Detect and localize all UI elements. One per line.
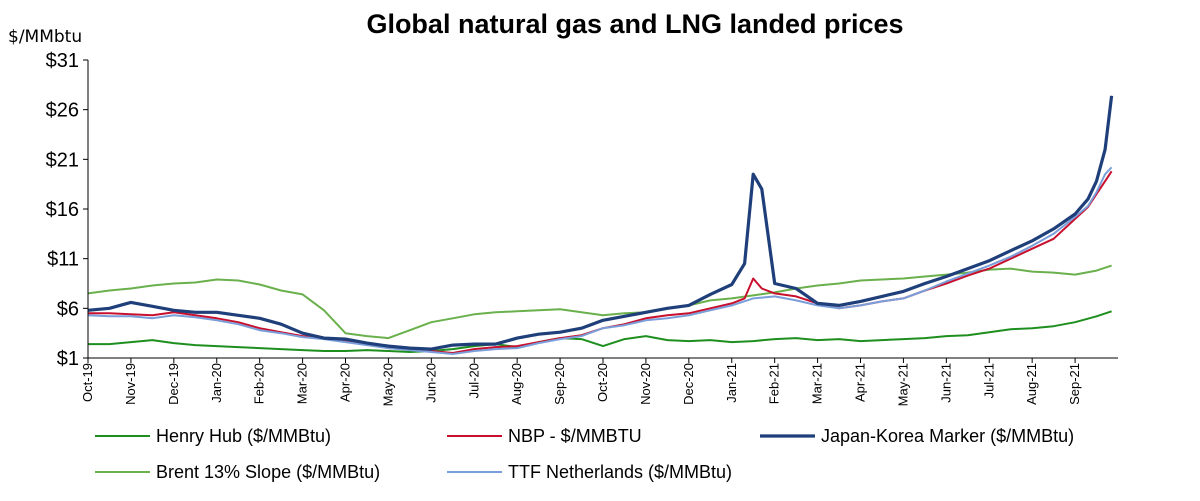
- x-tick-label: Dec-19: [166, 363, 181, 405]
- x-tick-label: Sep-21: [1067, 363, 1082, 405]
- legend-label-1: NBP - $/MMBTU: [508, 426, 642, 446]
- x-tick-label: Apr-21: [853, 363, 868, 402]
- legend-label-0: Henry Hub ($/MMBtu): [156, 426, 331, 446]
- y-tick-label: $21: [46, 149, 79, 171]
- x-tick-label: Oct-20: [595, 363, 610, 402]
- x-tick-label: Jul-21: [981, 363, 996, 398]
- legend-label-3: Brent 13% Slope ($/MMBtu): [156, 462, 380, 482]
- x-tick-label: May-21: [895, 363, 910, 406]
- legend-label-2: Japan-Korea Marker ($/MMBtu): [821, 426, 1074, 446]
- chart-title: Global natural gas and LNG landed prices: [366, 9, 903, 39]
- x-tick-label: Jun-21: [938, 363, 953, 403]
- x-axis: Oct-19 Nov-19 Dec-19 Jan-20 Feb-20 Mar-20 Apr-…: [80, 358, 1082, 406]
- x-tick-label: May-20: [380, 363, 395, 406]
- series-line-4: [87, 166, 1113, 355]
- y-axis-unit-label: $/MMbtu: [8, 27, 82, 47]
- y-tick-label: $6: [57, 298, 79, 320]
- series-line-1: [88, 170, 1113, 354]
- series-line-3: [87, 264, 1112, 340]
- x-tick-label: Aug-20: [509, 363, 524, 405]
- legend: Henry Hub ($/MMBtu) NBP - $/MMBTU Japan-Ko…: [95, 426, 1074, 482]
- x-tick-label: Jul-20: [466, 363, 481, 398]
- x-tick-label: Mar-20: [295, 363, 310, 404]
- x-tick-label: Nov-19: [123, 363, 138, 405]
- x-tick-label: Oct-19: [80, 363, 95, 402]
- legend-label-4: TTF Netherlands ($/MMBtu): [508, 462, 732, 482]
- x-tick-label: Nov-20: [638, 363, 653, 405]
- x-tick-label: Apr-20: [338, 363, 353, 402]
- y-tick-label: $16: [46, 199, 79, 221]
- y-tick-label: $31: [46, 50, 79, 72]
- x-tick-label: Dec-20: [681, 363, 696, 405]
- x-tick-label: Jan-21: [724, 363, 739, 403]
- y-tick-label: $1: [57, 348, 79, 370]
- y-tick-label: $26: [46, 100, 79, 122]
- x-tick-label: Mar-21: [810, 363, 825, 404]
- x-tick-label: Jan-20: [209, 363, 224, 403]
- x-tick-label: Feb-20: [252, 363, 267, 404]
- y-axis: $1 $6 $11 $16 $21 $26 $31: [46, 50, 88, 370]
- series-line-0: [88, 310, 1112, 353]
- x-tick-label: Sep-20: [552, 363, 567, 405]
- series-line-2: [87, 95, 1114, 351]
- x-tick-label: Jun-20: [423, 363, 438, 403]
- x-tick-label: Feb-21: [767, 363, 782, 404]
- x-tick-label: Aug-21: [1024, 363, 1039, 405]
- y-tick-label: $11: [47, 249, 79, 271]
- plot-area: [87, 95, 1114, 355]
